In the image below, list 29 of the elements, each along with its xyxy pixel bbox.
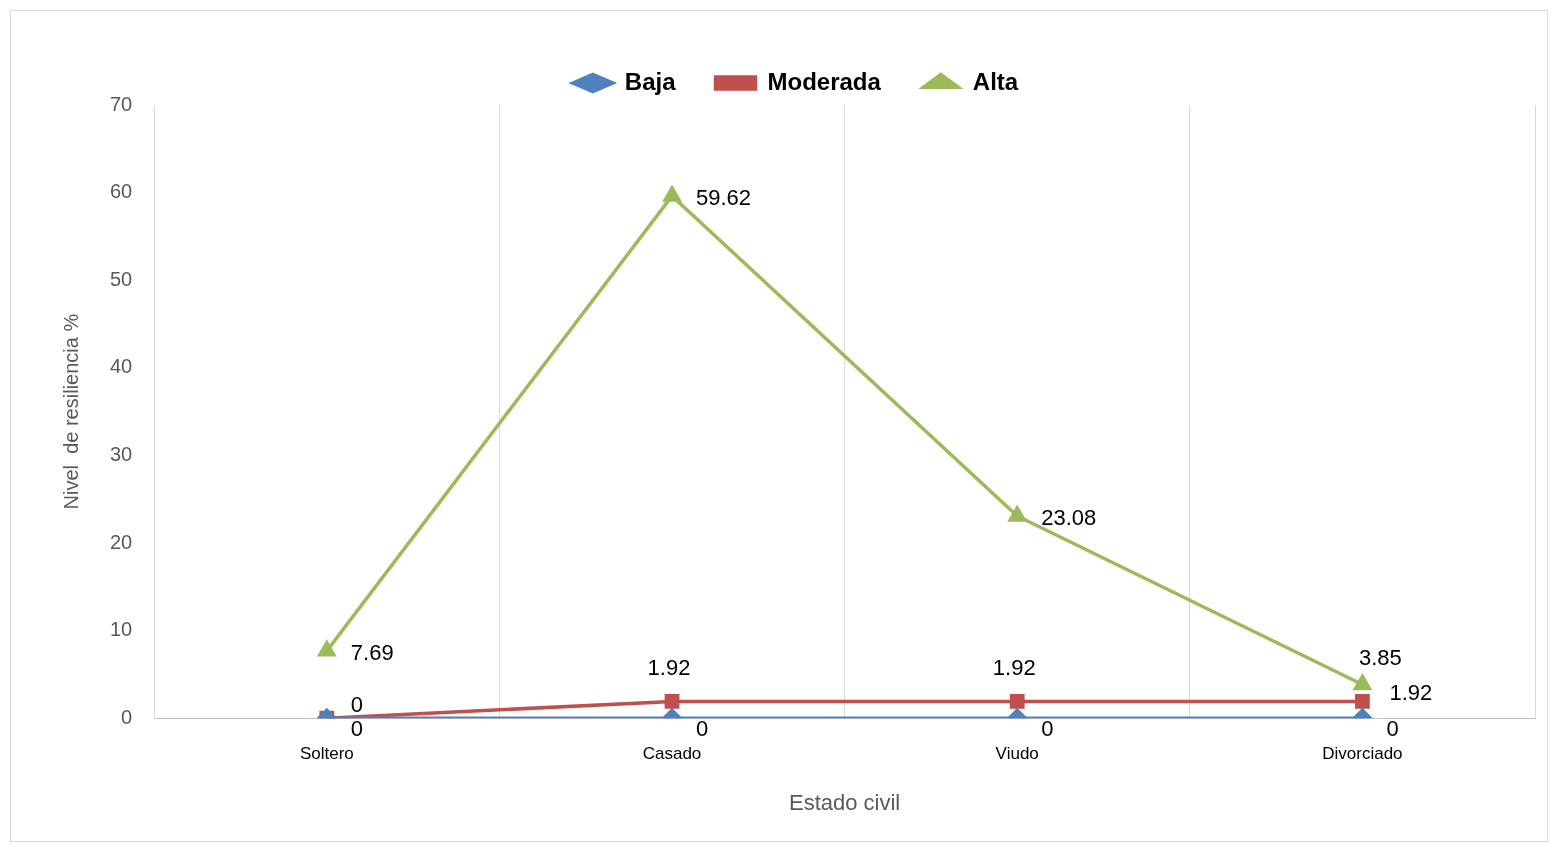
data-label: 23.08 <box>1041 505 1097 531</box>
y-tick-label: 40 <box>110 355 133 378</box>
y-tick-label: 30 <box>110 442 133 465</box>
data-label: 59.62 <box>696 184 752 210</box>
x-tick-label: Casado <box>642 744 702 764</box>
y-tick-label: 70 <box>110 92 133 115</box>
data-label: 7.69 <box>350 639 394 665</box>
y-tick-label: 0 <box>121 705 133 728</box>
x-tick-label: Divorciado <box>1322 744 1403 764</box>
data-label: 0 <box>1386 716 1399 742</box>
y-tick-label: 50 <box>110 267 133 290</box>
data-label: 1.92 <box>1389 680 1433 706</box>
legend-label: Moderada <box>767 67 882 95</box>
data-label: 3.85 <box>1358 644 1402 670</box>
data-label: 0 <box>350 716 364 742</box>
data-label: 0 <box>696 716 709 742</box>
data-label: 0 <box>1041 716 1054 742</box>
data-label: 0 <box>350 692 364 718</box>
y-axis-title: Nivel de resiliencia % <box>59 313 82 510</box>
y-tick-label: 60 <box>110 180 133 203</box>
x-tick-label: Viudo <box>995 744 1039 764</box>
y-tick-label: 10 <box>110 618 133 641</box>
y-tick-label: 20 <box>110 530 133 553</box>
data-label: 1.92 <box>992 655 1036 681</box>
x-tick-label: Soltero <box>299 744 354 764</box>
legend-label: Baja <box>624 67 677 95</box>
data-label: 1.92 <box>647 655 691 681</box>
legend-label: Alta <box>972 67 1019 95</box>
x-axis-title: Estado civil <box>788 789 901 815</box>
